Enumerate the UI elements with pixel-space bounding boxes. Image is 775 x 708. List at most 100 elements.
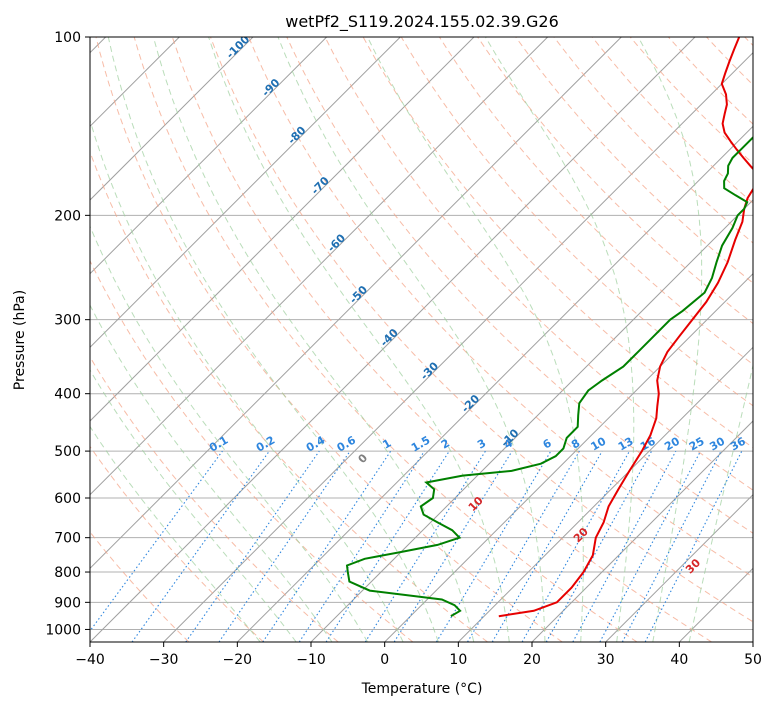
dry-adiabat-line — [477, 37, 753, 325]
mixing-ratio-line — [467, 450, 580, 642]
mixing-ratio-line — [298, 450, 425, 642]
moist-adiabat-line — [152, 37, 475, 642]
mixing-ratio-label: 8 — [569, 437, 582, 452]
dry-adiabat-line — [90, 445, 264, 642]
y-tick-label: 700 — [54, 531, 81, 547]
isotherm-line — [90, 37, 328, 275]
x-tick-label: −30 — [149, 652, 179, 668]
isotherm-label: -40 — [378, 326, 401, 349]
dry-adiabat-line — [362, 37, 753, 449]
moist-adiabat-line — [90, 369, 297, 642]
dry-adiabat-line — [95, 37, 563, 642]
mixing-ratio-line — [599, 450, 702, 642]
dry-adiabat-line — [90, 150, 488, 642]
plot-frame — [89, 36, 754, 643]
mixing-ratio-line — [491, 450, 603, 642]
dry-adiabat-line — [248, 37, 753, 578]
mixing-ratio-label: 6 — [541, 436, 554, 451]
y-tick-label: 800 — [54, 565, 81, 581]
y-tick-label: 900 — [54, 595, 81, 611]
dry-adiabat-line — [629, 37, 753, 165]
isotherm-line — [90, 37, 549, 496]
moist-adiabat-line — [367, 37, 584, 642]
mixing-ratio-line — [521, 450, 630, 642]
x-tick-label: −10 — [296, 652, 326, 668]
x-tick-label: 20 — [523, 652, 541, 668]
dry-adiabat-line — [90, 259, 414, 642]
isotherm-line — [531, 420, 753, 642]
dry-adiabat-line — [438, 37, 753, 365]
mixing-ratio-line — [435, 450, 552, 642]
x-tick-label: −20 — [223, 652, 253, 668]
moist-adiabat-line — [208, 37, 510, 642]
isotherm-label: -20 — [459, 392, 482, 415]
dry-adiabat-line — [90, 531, 190, 642]
dry-adiabat-line — [706, 37, 753, 86]
mixing-ratio-line — [393, 450, 513, 642]
temperature-profile-line — [498, 37, 753, 618]
x-tick-label: 40 — [670, 652, 688, 668]
adiabat-label: 0 — [356, 451, 371, 466]
dry-adiabat-line — [90, 355, 339, 642]
dry-adiabat-line — [324, 37, 753, 491]
isotherm-line — [752, 641, 753, 642]
dry-adiabat-line — [171, 37, 712, 642]
y-tick-label: 100 — [54, 30, 81, 46]
isotherm-label: -70 — [309, 174, 332, 197]
mixing-ratio-label: 1 — [380, 437, 393, 452]
mixing-ratio-line — [218, 450, 351, 642]
x-tick-label: 50 — [744, 652, 762, 668]
chart-title: wetPf2_S119.2024.155.02.39.G26 — [285, 12, 559, 32]
isotherm-label: -30 — [418, 359, 441, 382]
isotherm-line — [90, 37, 254, 201]
mixing-ratio-label: 3 — [475, 437, 488, 452]
adiabat-label: 30 — [683, 556, 703, 576]
x-tick-label: −40 — [75, 652, 105, 668]
x-axis-label: Temperature (°C) — [361, 681, 483, 697]
dry-adiabat-line — [133, 37, 638, 642]
isotherm-line — [605, 493, 753, 642]
mixing-ratio-line — [644, 450, 743, 642]
dry-adiabat-line — [210, 37, 753, 623]
isotherm-label: -50 — [347, 283, 370, 306]
isotherm-line — [90, 37, 401, 349]
y-tick-label: 200 — [54, 208, 81, 224]
isotherm-line — [384, 272, 753, 642]
isotherm-line — [236, 125, 753, 642]
y-tick-label: 400 — [54, 387, 81, 403]
isotherm-line — [90, 37, 622, 570]
y-tick-label: 500 — [54, 444, 81, 460]
y-tick-label: 1000 — [45, 622, 81, 638]
background-lines — [90, 37, 753, 642]
x-tick-label: 30 — [597, 652, 615, 668]
dry-adiabat-line — [400, 37, 753, 407]
y-tick-label: 300 — [54, 313, 81, 329]
y-axis-label: Pressure (hPa) — [12, 290, 28, 390]
moist-adiabat-line — [637, 37, 703, 642]
y-tick-label: 600 — [54, 491, 81, 507]
mixing-ratio-line — [572, 450, 677, 642]
adiabat-label: 20 — [571, 525, 591, 545]
isotherm-line — [163, 51, 753, 642]
mixing-ratio-line — [185, 450, 320, 642]
moist-adiabat-line — [277, 37, 546, 642]
dry-adiabat-line — [668, 37, 753, 125]
isotherm-line — [457, 346, 753, 642]
isotherm-label: -60 — [325, 231, 348, 254]
moist-adiabat-line — [90, 225, 369, 642]
dry-adiabat-line — [553, 37, 753, 244]
dry-adiabat-line — [515, 37, 753, 284]
moist-adiabat-line — [90, 118, 404, 642]
moist-adiabat-line — [90, 425, 261, 642]
x-tick-label: 0 — [380, 652, 389, 668]
isotherm-label: -90 — [259, 76, 282, 99]
dry-adiabat-line — [744, 37, 753, 47]
x-tick-label: 10 — [449, 652, 467, 668]
dewpoint-profile-line — [345, 135, 753, 618]
mixing-ratio-line — [90, 450, 223, 632]
moist-adiabat-line — [484, 37, 635, 642]
y-axis-ticks: 100 200 300 400 500 600 700 800 900 1000 — [45, 30, 90, 638]
sounding-series — [345, 37, 753, 618]
x-axis-ticks: −40 −30 −20 −10 0 10 20 30 40 50 — [75, 642, 762, 668]
isotherm-label: -10 — [498, 426, 521, 449]
